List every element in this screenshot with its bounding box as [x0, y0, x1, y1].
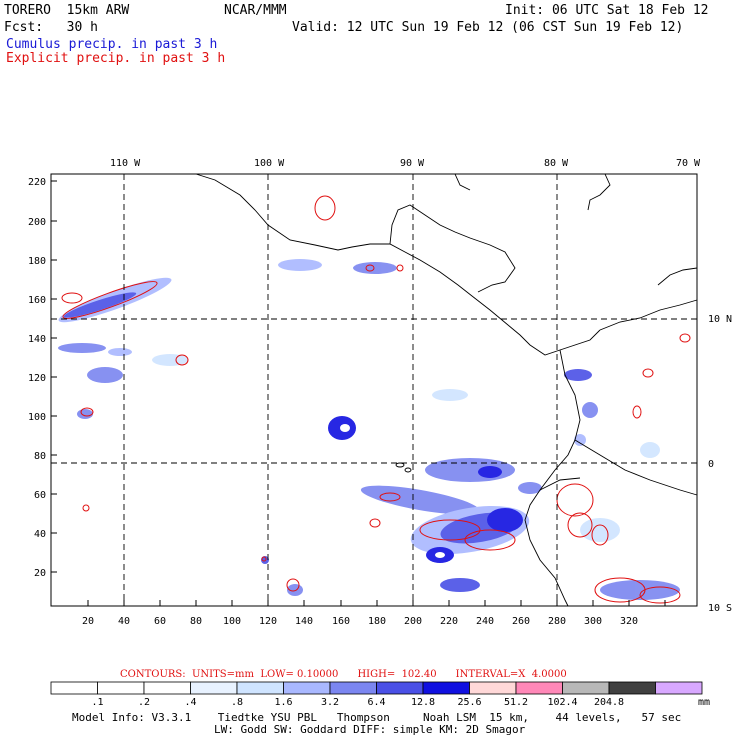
svg-text:120: 120: [28, 373, 46, 384]
svg-text:100: 100: [223, 616, 241, 627]
svg-text:200: 200: [404, 616, 422, 627]
color-bar-swatch: [283, 681, 331, 695]
color-bar-level: 6.4: [367, 697, 385, 708]
svg-text:60: 60: [154, 616, 166, 627]
svg-text:80: 80: [34, 451, 46, 462]
color-bar-level: .2: [138, 697, 150, 708]
svg-text:20: 20: [82, 616, 94, 627]
color-bar-level: .1: [91, 697, 103, 708]
axis-ticks: [51, 180, 666, 606]
graticule: [51, 174, 697, 606]
color-bar-swatch: [97, 681, 145, 695]
color-bar-level: 102.4: [547, 697, 577, 708]
field-explicit-label: Explicit precip. in past 3 h: [6, 51, 226, 66]
color-bar-labels: .1 .2 .4 .8 1.6 3.2 6.4 12.8 25.6 51.2 102.4 204.8: [91, 697, 624, 708]
svg-text:240: 240: [476, 616, 494, 627]
color-bar-level: .8: [231, 697, 243, 708]
svg-text:260: 260: [512, 616, 530, 627]
color-bar-swatch: [422, 681, 470, 695]
lon-label-100w: 100 W: [254, 158, 285, 169]
org-label: NCAR/MMM: [224, 3, 287, 18]
svg-text:180: 180: [28, 256, 46, 267]
svg-text:180: 180: [368, 616, 386, 627]
color-bar-swatch: [655, 681, 703, 695]
color-bar-level: 1.6: [274, 697, 292, 708]
explicit-precip-contours: [61, 195, 691, 604]
color-bar-swatch: [143, 681, 191, 695]
svg-text:160: 160: [28, 295, 46, 306]
svg-text:160: 160: [332, 616, 350, 627]
svg-text:20: 20: [34, 568, 46, 579]
svg-text:280: 280: [548, 616, 566, 627]
color-bar-level: 51.2: [504, 697, 528, 708]
color-bar-level: 25.6: [457, 697, 481, 708]
color-bar-level: 3.2: [321, 697, 339, 708]
lon-label-70w: 70 W: [676, 158, 701, 169]
lon-label-90w: 90 W: [400, 158, 425, 169]
model-info: Model Info: V3.3.1 Tiedtke YSU PBL Thomp…: [72, 711, 682, 724]
svg-text:200: 200: [28, 217, 46, 228]
color-bar-swatch: [562, 681, 610, 695]
svg-text:40: 40: [34, 529, 46, 540]
init-time: Init: 06 UTC Sat 18 Feb 12: [505, 3, 709, 18]
svg-text:100: 100: [28, 412, 46, 423]
svg-text:140: 140: [28, 334, 46, 345]
contours-info: CONTOURS: UNITS=mm LOW= 0.10000 HIGH= 10…: [120, 669, 567, 680]
color-bar-swatch: [515, 681, 563, 695]
model-label: TORERO 15km ARW: [4, 3, 130, 18]
color-bar-level: 204.8: [594, 697, 624, 708]
svg-text:320: 320: [620, 616, 638, 627]
color-bar-level: 12.8: [411, 697, 435, 708]
color-bar-swatch: [376, 681, 424, 695]
color-bar-swatch: [329, 681, 377, 695]
lon-label-80w: 80 W: [544, 158, 569, 169]
physics-info: LW: Godd SW: Goddard DIFF: simple KM: 2D…: [214, 723, 526, 736]
valid-time: Valid: 12 UTC Sun 19 Feb 12 (06 CST Sun …: [292, 20, 684, 35]
svg-text:220: 220: [28, 177, 46, 188]
lat-label-10n: 10 N: [708, 314, 732, 325]
svg-text:60: 60: [34, 490, 46, 501]
forecast-hour: Fcst: 30 h: [4, 20, 98, 35]
color-bar: [50, 681, 703, 695]
svg-text:120: 120: [259, 616, 277, 627]
color-bar-swatch: [190, 681, 238, 695]
svg-text:140: 140: [295, 616, 313, 627]
y-tick-labels: 220 200 180 160 140 120 100 80 60 40 20: [28, 177, 46, 579]
color-bar-swatch: [469, 681, 517, 695]
color-bar-unit: mm: [698, 697, 710, 708]
color-bar-swatch: [608, 681, 656, 695]
field-cumulus-label: Cumulus precip. in past 3 h: [6, 37, 218, 52]
svg-text:220: 220: [440, 616, 458, 627]
svg-text:80: 80: [190, 616, 202, 627]
x-tick-labels: 20 40 60 80 100 120 140 160 180 200 220 …: [82, 616, 638, 627]
svg-text:300: 300: [584, 616, 602, 627]
color-bar-level: .4: [184, 697, 196, 708]
lon-label-110w: 110 W: [110, 158, 141, 169]
lat-label-10s: 10 S: [708, 603, 732, 614]
color-bar-swatch: [50, 681, 98, 695]
color-bar-swatch: [236, 681, 284, 695]
svg-text:40: 40: [118, 616, 130, 627]
lat-label-0: 0: [708, 459, 714, 470]
